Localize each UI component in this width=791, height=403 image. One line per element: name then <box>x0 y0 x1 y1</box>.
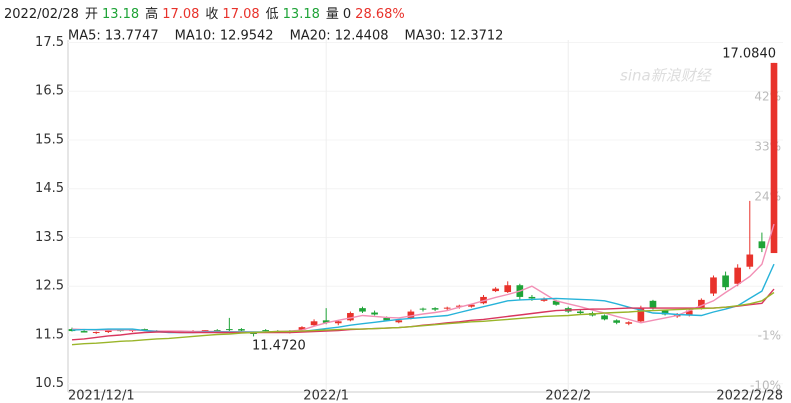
y-tick-label: 16.5 <box>35 84 64 99</box>
candle-body <box>625 322 633 324</box>
candle-body <box>468 304 475 307</box>
candle-body <box>431 308 439 310</box>
candle-body <box>359 308 366 312</box>
candle-body <box>419 308 427 310</box>
candle-body <box>698 299 705 309</box>
candle-body <box>201 330 209 332</box>
legend-entry: MA5: 13.7747 <box>68 29 159 44</box>
candle-body <box>492 288 499 292</box>
candle-body <box>347 313 354 321</box>
candle-body <box>383 317 391 321</box>
candle-body <box>92 332 100 334</box>
candle-body <box>746 254 754 267</box>
y-tick-label: 17.5 <box>35 35 64 50</box>
watermark: sina新浪财经 <box>620 67 713 85</box>
candle-body <box>528 296 536 299</box>
candle-body <box>141 329 148 331</box>
quote-text: 量 <box>326 7 339 22</box>
legend-entry: MA20: 12.4408 <box>290 29 389 44</box>
candle-body <box>395 320 403 323</box>
x-tick-label: 2022/2/28 <box>716 389 783 403</box>
candle-body <box>322 320 330 323</box>
candle-body <box>226 329 233 331</box>
x-tick-label: 2021/12/1 <box>68 389 135 403</box>
candle-body <box>540 298 548 301</box>
candle-body <box>334 321 342 324</box>
y2-tick-label: -10% <box>750 378 781 392</box>
quote-text: 高 <box>145 6 158 22</box>
ma-line <box>71 263 775 334</box>
y-tick-label: 11.5 <box>35 327 64 342</box>
legend-entry: MA10: 12.9542 <box>175 29 274 44</box>
y-tick-label: 10.5 <box>35 376 64 391</box>
candle-body <box>710 277 717 294</box>
candle-body <box>250 332 257 334</box>
candle-body <box>552 300 560 305</box>
quote-text: 13.18 <box>102 7 139 22</box>
candle-body <box>613 320 620 323</box>
candle-body <box>455 305 463 307</box>
candle-body <box>734 267 742 284</box>
candle-body <box>443 307 451 309</box>
quote-text: 开 <box>85 7 98 22</box>
annotation: 11.4720 <box>252 339 306 354</box>
candle-body <box>758 241 766 249</box>
candle-body <box>238 329 245 331</box>
y-tick-label: 12.5 <box>35 279 64 294</box>
candle-body <box>577 311 584 314</box>
x-tick-label: 2022/1 <box>303 389 349 403</box>
candle-body <box>371 312 378 315</box>
candle-body <box>685 310 693 316</box>
candle-body <box>213 330 221 332</box>
candle-body <box>601 315 608 320</box>
quote-text: 28.68% <box>355 7 405 22</box>
candle-body <box>661 310 669 315</box>
quote-text: 2022/02/28 <box>4 7 79 22</box>
candle-body <box>407 311 415 318</box>
candle-body <box>504 285 512 293</box>
y2-tick-label: -1% <box>758 328 781 342</box>
quote-text: 低 <box>266 7 279 22</box>
y-tick-label: 15.5 <box>35 132 64 147</box>
ma-line <box>71 291 775 346</box>
y-tick-label: 13.5 <box>35 230 64 245</box>
candle-body <box>649 300 657 309</box>
candle-body <box>298 327 306 331</box>
candle-body <box>310 321 318 326</box>
y-tick-label: 14.5 <box>35 181 64 196</box>
candle-body <box>722 275 729 288</box>
quote-text: 17.08 <box>222 7 259 22</box>
legend-entry: MA30: 12.3712 <box>405 29 504 44</box>
candle-body <box>104 330 112 333</box>
candle-body <box>637 308 645 322</box>
ma-line <box>71 223 775 334</box>
quote-text: 收 <box>205 7 218 22</box>
candle-body <box>770 62 778 254</box>
candle-body <box>80 331 88 333</box>
annotation: 17.0840 <box>722 47 776 62</box>
quote-text: 13.18 <box>283 7 320 22</box>
candle-body <box>262 330 269 332</box>
quote-text: 0 <box>343 7 351 22</box>
x-tick-label: 2022/2 <box>545 389 591 403</box>
quote-header: 2022/02/28 开 13.18 高 17.08 收 17.08 低 13.18 量 0 28.6… <box>4 6 405 22</box>
quote-text: 17.08 <box>162 7 199 22</box>
